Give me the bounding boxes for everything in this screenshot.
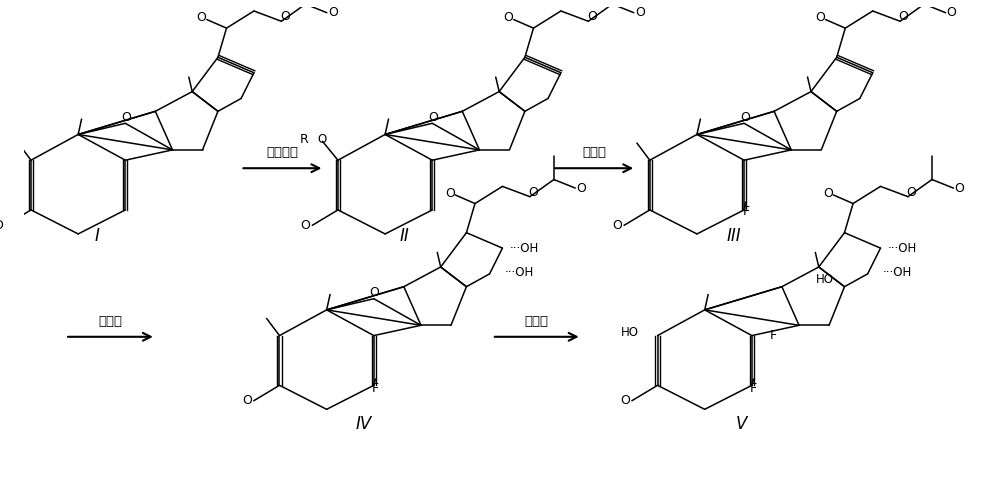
Text: F: F [743, 205, 750, 218]
Text: 酯化试剂: 酯化试剂 [266, 147, 298, 159]
Text: O: O [620, 394, 630, 407]
Text: O: O [300, 219, 310, 232]
Text: F: F [750, 382, 757, 395]
Text: O: O [197, 11, 207, 24]
Text: 氟化氢: 氟化氢 [525, 315, 549, 328]
Text: O: O [445, 187, 455, 200]
Text: O: O [612, 219, 622, 232]
Text: ···OH: ···OH [883, 266, 912, 279]
Text: III: III [726, 227, 741, 245]
Text: O: O [328, 6, 338, 19]
Text: ···OH: ···OH [509, 242, 539, 255]
Text: O: O [740, 111, 750, 124]
Text: O: O [0, 219, 3, 232]
Text: O: O [242, 394, 252, 407]
Text: O: O [121, 111, 131, 124]
Text: O: O [528, 186, 538, 199]
Text: O: O [947, 6, 957, 19]
Text: HO: HO [816, 273, 834, 286]
Text: IV: IV [355, 416, 371, 434]
Text: O: O [280, 10, 290, 24]
Text: V: V [736, 416, 747, 434]
Text: O: O [428, 111, 438, 124]
Text: II: II [399, 227, 409, 245]
Text: O: O [504, 11, 514, 24]
Text: O: O [815, 11, 825, 24]
Text: ···OH: ···OH [887, 242, 917, 255]
Text: O: O [823, 187, 833, 200]
Text: O: O [576, 182, 586, 195]
Text: O: O [635, 6, 645, 19]
Text: O: O [906, 186, 916, 199]
Text: O: O [954, 182, 964, 195]
Text: ···OH: ···OH [505, 266, 534, 279]
Text: I: I [95, 227, 100, 245]
Text: HO: HO [621, 326, 639, 339]
Text: O: O [370, 286, 380, 299]
Text: F: F [770, 329, 777, 342]
Text: F: F [372, 382, 379, 395]
Text: 氧化剂: 氧化剂 [98, 315, 122, 328]
Text: O: O [317, 133, 327, 146]
Text: O: O [587, 10, 597, 24]
Text: O: O [899, 10, 909, 24]
Text: R: R [300, 133, 309, 146]
Text: 氟试剂: 氟试剂 [582, 147, 606, 159]
